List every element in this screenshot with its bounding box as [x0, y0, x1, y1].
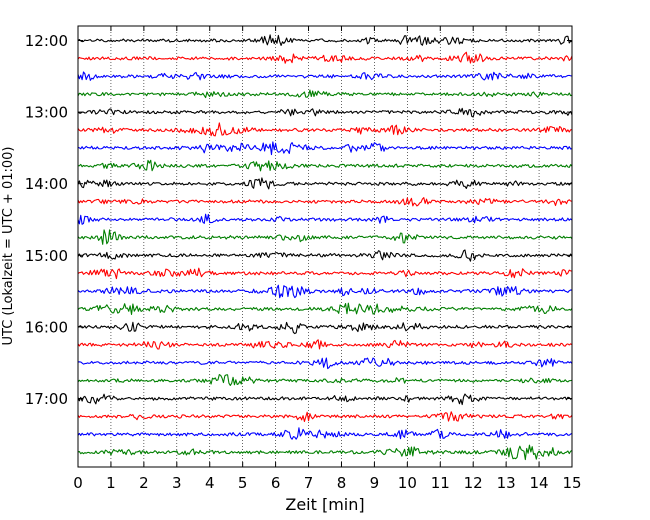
trace-line: [77, 302, 573, 316]
y-tick-label: 15:00: [25, 247, 68, 265]
y-tick-label: 12:00: [25, 32, 68, 50]
trace-line: [77, 267, 573, 280]
trace-line: [77, 411, 573, 423]
x-tick-label: 5: [238, 474, 248, 492]
trace-line: [77, 321, 573, 335]
x-tick-label: 15: [562, 474, 581, 492]
x-tick-label: 0: [73, 474, 83, 492]
x-tick-label: 8: [337, 474, 347, 492]
seismic-traces: [77, 34, 573, 461]
x-tick-label: 11: [431, 474, 450, 492]
trace-line: [77, 51, 573, 64]
x-axis-label: Zeit [min]: [285, 495, 364, 514]
x-tick-label: 7: [304, 474, 314, 492]
trace-line: [77, 427, 573, 440]
x-tick-label: 14: [530, 474, 549, 492]
plot-frame: [77, 25, 573, 468]
trace-line: [77, 339, 573, 350]
trace-line: [77, 122, 573, 137]
x-tick-label: 12: [464, 474, 483, 492]
trace-line: [77, 34, 573, 46]
x-tick-label: 13: [497, 474, 516, 492]
trace-line: [77, 89, 573, 99]
trace-line: [77, 213, 573, 225]
trace-line: [77, 159, 573, 172]
x-tick-label: 10: [398, 474, 417, 492]
trace-line: [77, 141, 573, 156]
y-tick-label: 13:00: [25, 104, 68, 122]
trace-line: [77, 444, 573, 461]
x-tick-label: 2: [139, 474, 149, 492]
x-tick-label: 9: [370, 474, 380, 492]
trace-line: [77, 229, 573, 245]
x-ticks: 0 1 2 3 4 5 6 7 8 9 10 11 12 13 14 15: [73, 26, 582, 492]
x-tick-label: 4: [205, 474, 215, 492]
y-tick-label: 17:00: [25, 390, 68, 408]
trace-line: [77, 374, 573, 386]
trace-line: [77, 357, 573, 370]
trace-line: [77, 107, 573, 118]
y-tick-label: 14:00: [25, 175, 68, 193]
trace-line: [77, 249, 573, 262]
trace-line: [77, 284, 573, 299]
y-tick-label: 16:00: [25, 318, 68, 336]
trace-line: [77, 177, 573, 190]
trace-line: [77, 393, 573, 406]
trace-line: [77, 71, 573, 81]
x-tick-label: 6: [271, 474, 281, 492]
x-tick-label: 3: [172, 474, 182, 492]
trace-line: [77, 197, 573, 207]
y-axis-label: UTC (Lokalzeit = UTC + 01:00): [1, 147, 16, 346]
x-tick-label: 1: [106, 474, 116, 492]
vertical-grid: [110, 26, 540, 467]
y-ticks: 12:00 13:00 14:00 15:00 16:00 17:00: [25, 32, 572, 408]
